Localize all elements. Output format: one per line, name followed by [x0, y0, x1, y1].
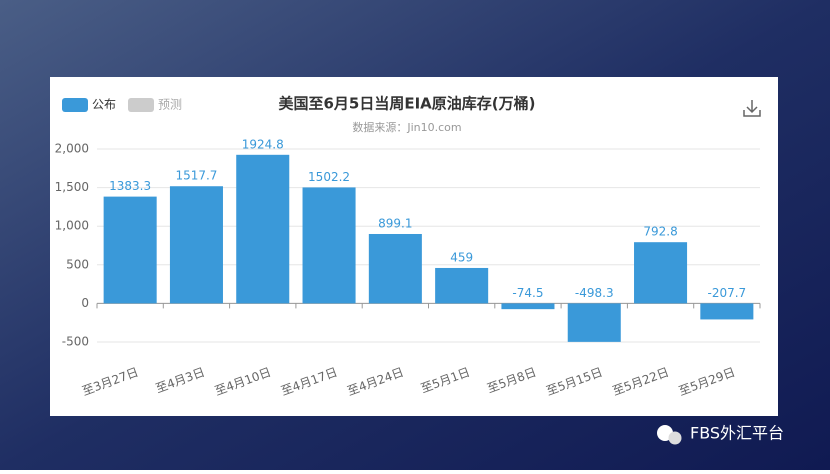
- bar: [700, 303, 754, 320]
- value-label: 792.8: [643, 225, 677, 239]
- legend-swatch[interactable]: [62, 98, 88, 112]
- legend-label[interactable]: 预测: [158, 98, 182, 112]
- bar: [302, 187, 356, 304]
- value-label: 899.1: [378, 216, 412, 230]
- y-tick-label: 1,000: [55, 219, 89, 233]
- value-label: 459: [450, 250, 473, 264]
- value-label: -498.3: [575, 286, 614, 300]
- chart-title: 美国至6月5日当周EIA原油库存(万桶): [278, 95, 535, 113]
- y-tick-label: 2,000: [55, 142, 89, 156]
- y-tick-label: 0: [81, 296, 89, 310]
- bar: [567, 303, 621, 342]
- bar: [103, 196, 157, 304]
- bar: [368, 233, 422, 304]
- watermark: FBS外汇平台: [690, 424, 784, 443]
- value-label: 1924.8: [242, 137, 284, 151]
- value-label: -74.5: [512, 286, 543, 300]
- y-tick-label: 1,500: [55, 180, 89, 194]
- bar: [236, 154, 290, 304]
- legend-label[interactable]: 公布: [92, 98, 116, 112]
- download-icon[interactable]: [743, 100, 761, 117]
- chart-subtitle: 数据来源：Jin10.com: [352, 120, 461, 134]
- y-tick-label: 500: [66, 257, 89, 271]
- bar: [501, 303, 555, 310]
- legend-swatch[interactable]: [128, 98, 154, 112]
- y-tick-label: -500: [62, 335, 89, 349]
- value-label: 1383.3: [109, 179, 151, 193]
- bar: [634, 242, 688, 304]
- watermark-icon: [657, 425, 682, 445]
- value-label: 1502.2: [308, 170, 350, 184]
- bar: [435, 267, 489, 304]
- value-label: 1517.7: [175, 169, 217, 183]
- value-label: -207.7: [708, 286, 747, 300]
- bar: [169, 186, 223, 304]
